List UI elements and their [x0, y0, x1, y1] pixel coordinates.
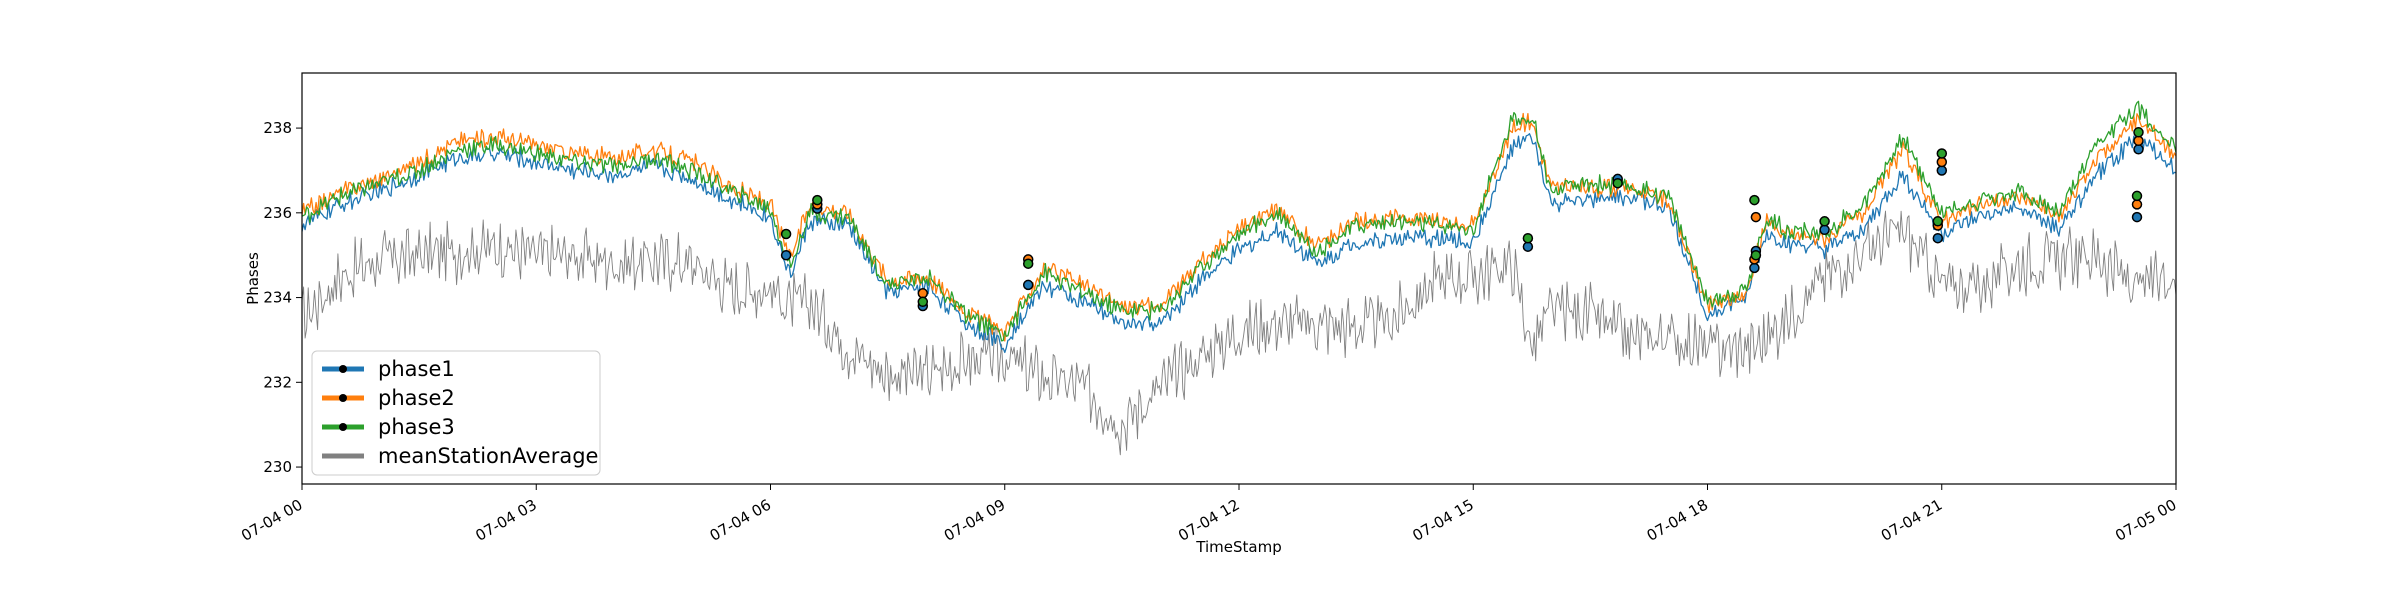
marker-phase2	[1750, 211, 1762, 223]
marker-phase3	[2133, 127, 2144, 138]
x-tick-label: 07-04 18	[1644, 496, 1711, 545]
y-axis-label: Phases	[244, 252, 262, 305]
marker-phase2	[2133, 135, 2144, 147]
x-axis: 07-04 00 07-04 03 07-04 06 07-04 09 07-04 12…	[238, 484, 2180, 545]
legend: phase1 phase2 phase3 meanStationAverage	[311, 350, 601, 476]
series-line-phase1	[302, 128, 2176, 354]
plot-area	[302, 100, 2176, 456]
legend-item-phase3: phase3	[322, 415, 455, 439]
y-tick-label: 238	[263, 119, 292, 137]
marker-phase1	[1022, 279, 1034, 291]
series-line-phase2	[302, 112, 2176, 342]
legend-marker	[339, 365, 347, 373]
marker-phase2	[2131, 199, 2143, 210]
marker-phase1	[780, 249, 792, 261]
series-line-phase3	[302, 100, 2176, 342]
x-tick-label: 07-04 00	[238, 496, 305, 545]
marker-phase3	[1819, 216, 1830, 227]
legend-item-meanStationAverage: meanStationAverage	[322, 444, 598, 468]
marker-phase1	[2131, 211, 2143, 223]
x-tick-label: 07-04 09	[941, 496, 1008, 545]
marker-phase2	[1936, 156, 1948, 168]
x-tick-label: 07-04 15	[1409, 496, 1476, 545]
marker-phase3	[1522, 232, 1534, 244]
marker-phase3	[1932, 216, 1944, 227]
marker-phase1	[2133, 144, 2144, 155]
legend-item-phase2: phase2	[322, 386, 455, 410]
y-axis: 230 232 234 236 238	[263, 119, 302, 476]
marker-phase3	[1750, 249, 1762, 261]
legend-label: phase3	[378, 415, 455, 439]
marker-phase1	[1932, 232, 1944, 244]
marker-phase1	[1936, 165, 1948, 176]
marker-phase3	[812, 194, 823, 206]
legend-label: phase2	[378, 386, 455, 410]
marker-phase3	[917, 296, 929, 308]
x-tick-label: 07-04 03	[472, 496, 539, 545]
x-tick-label: 07-05 00	[2112, 496, 2179, 545]
y-tick-label: 236	[263, 204, 292, 222]
marker-phase3	[1749, 194, 1760, 206]
marker-phase3	[1022, 258, 1034, 269]
legend-marker	[339, 394, 347, 402]
y-tick-label: 232	[263, 373, 292, 391]
x-axis-label: TimeStamp	[1195, 538, 1281, 556]
marker-phase3	[780, 228, 792, 240]
y-tick-label: 234	[263, 289, 292, 307]
legend-box	[311, 350, 601, 476]
x-tick-label: 07-04 21	[1878, 496, 1945, 545]
x-tick-label: 07-04 06	[707, 496, 774, 545]
marker-phase1	[1819, 224, 1830, 236]
legend-marker	[339, 423, 347, 431]
marker-phase3	[2131, 190, 2143, 202]
legend-item-phase1: phase1	[322, 357, 455, 381]
marker-phase3	[1612, 177, 1623, 189]
marker-phase1	[1749, 262, 1760, 274]
marker-phase3	[1936, 148, 1948, 159]
series-line-meanStationAverage	[302, 210, 2176, 456]
y-tick-label: 230	[263, 458, 292, 476]
marker-phase1	[1522, 241, 1534, 252]
marker-phase2	[917, 288, 929, 299]
legend-label: phase1	[378, 357, 455, 381]
legend-label: meanStationAverage	[378, 444, 598, 468]
